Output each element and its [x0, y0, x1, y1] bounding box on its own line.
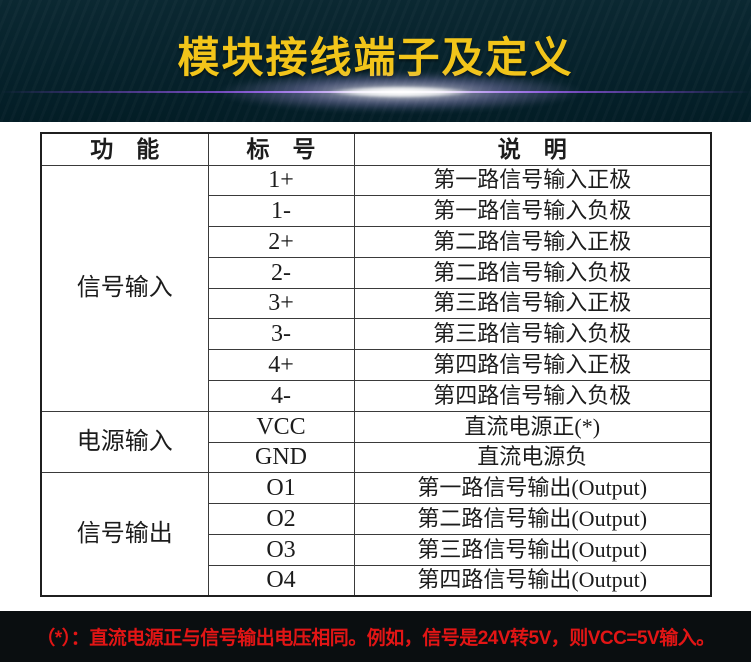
- column-header-function: 功 能: [40, 132, 209, 166]
- description-cell: 第二路信号输入负极: [353, 256, 712, 289]
- table-row: 4- 第四路信号输入负极: [41, 380, 712, 412]
- label-cell: O4: [207, 564, 355, 597]
- description-cell: 第三路信号输入正极: [353, 287, 712, 320]
- description-cell: 第四路信号输出(Output): [353, 564, 712, 597]
- table-row: 3- 第三路信号输入负极: [41, 318, 712, 351]
- label-cell: 2-: [207, 256, 355, 289]
- label-cell: 4-: [207, 380, 355, 412]
- label-cell: 4+: [207, 349, 355, 382]
- description-cell: 第二路信号输出(Output): [353, 503, 712, 536]
- terminal-table-body: 信号输入 1+ 第一路信号输入正极 1- 第一路信号输入负极 2+ 第二路信号输入正极 2- 第…: [40, 164, 712, 597]
- label-cell: 1-: [207, 195, 355, 228]
- table-row: 信号输出 O1 第一路信号输出(Output): [40, 472, 712, 597]
- label-cell: 3-: [207, 318, 355, 351]
- table-row: 2- 第二路信号输入负极: [41, 256, 712, 289]
- label-cell: 3+: [207, 287, 355, 320]
- table-row: O4 第四路信号输出(Output): [41, 564, 712, 597]
- content-area: 功 能 标 号 说 明 信号输入 1+ 第一路信号输入正极 1- 第一路信号输入负极 2+…: [0, 122, 751, 611]
- table-row: 1- 第一路信号输入负极: [41, 195, 712, 228]
- function-cell: 电源输入: [40, 410, 209, 474]
- table-row: GND 直流电源负: [41, 441, 712, 474]
- description-cell: 第一路信号输入正极: [353, 164, 712, 197]
- label-cell: VCC: [207, 410, 355, 443]
- label-cell: 2+: [207, 226, 355, 258]
- description-cell: 第四路信号输入负极: [353, 380, 712, 412]
- table-row: 电源输入 VCC 直流电源正(*): [40, 410, 712, 474]
- description-cell: 第三路信号输出(Output): [353, 534, 712, 566]
- table-header-row: 功 能 标 号 说 明: [40, 132, 712, 166]
- header-banner: 模块接线端子及定义: [0, 0, 751, 122]
- label-cell: O2: [207, 503, 355, 536]
- label-cell: O1: [207, 472, 355, 505]
- description-cell: 第四路信号输入正极: [353, 349, 712, 382]
- label-cell: 1+: [207, 164, 355, 197]
- table-row: 信号输入 1+ 第一路信号输入正极: [40, 164, 712, 412]
- label-cell: GND: [207, 441, 355, 474]
- description-cell: 第三路信号输入负极: [353, 318, 712, 351]
- description-cell: 直流电源正(*): [353, 410, 712, 443]
- lens-flare-core: [328, 86, 473, 98]
- label-cell: O3: [207, 534, 355, 566]
- column-header-label: 标 号: [207, 132, 355, 166]
- table-row: 2+ 第二路信号输入正极: [41, 226, 712, 258]
- footer-banner: （*）：直流电源正与信号输出电压相同。例如，信号是24V转5V，则VCC=5V输…: [0, 611, 751, 662]
- table-row: 4+ 第四路信号输入正极: [41, 349, 712, 382]
- function-cell: 信号输入: [40, 164, 209, 412]
- table-row: 3+ 第三路信号输入正极: [41, 287, 712, 320]
- terminal-table: 功 能 标 号 说 明 信号输入 1+ 第一路信号输入正极 1- 第一路信号输入负极 2+…: [40, 132, 712, 598]
- table-row: O3 第三路信号输出(Output): [41, 534, 712, 566]
- column-header-description: 说 明: [353, 132, 712, 166]
- footnote-text: （*）：直流电源正与信号输出电压相同。例如，信号是24V转5V，则VCC=5V输…: [36, 628, 715, 649]
- description-cell: 直流电源负: [353, 441, 712, 474]
- description-cell: 第一路信号输出(Output): [353, 472, 712, 505]
- description-cell: 第二路信号输入正极: [353, 226, 712, 258]
- table-row: O2 第二路信号输出(Output): [41, 503, 712, 536]
- function-cell: 信号输出: [40, 472, 209, 597]
- description-cell: 第一路信号输入负极: [353, 195, 712, 228]
